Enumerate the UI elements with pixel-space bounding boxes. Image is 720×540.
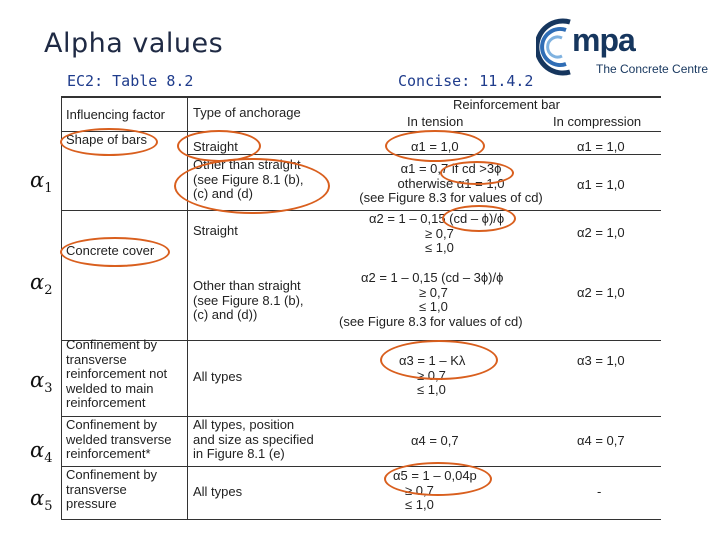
tension-alpha2-other: α2 = 1 – 0,15 (cd – 3ϕ)/ϕ ≥ 0,7 ≤ 1,0 (s… [339, 270, 523, 329]
concise-subtitle: Concise: 11.4.2 [398, 72, 534, 90]
slide-title: Alpha values [44, 28, 224, 59]
compression-alpha2-other: α2 = 1,0 [577, 285, 625, 300]
table-top-border [61, 96, 661, 98]
compression-alpha1-other: α1 = 1,0 [577, 177, 625, 192]
compression-alpha4: α4 = 0,7 [577, 433, 625, 448]
header-influencing-factor: Influencing factor [66, 107, 166, 122]
table-left-border [61, 96, 62, 520]
tension-alpha1-other: α1 = 0,7 if cd >3ϕ otherwise α1 = 1,0 (s… [359, 161, 543, 205]
tension-alpha1-straight: α1 = 1,0 [411, 139, 459, 154]
compression-alpha3: α3 = 1,0 [577, 353, 625, 368]
tension-alpha2-straight: α2 = 1 – 0,15 (cd – ϕ)/ϕ ≥ 0,7 ≤ 1,0 [369, 211, 505, 255]
header-divider [187, 131, 661, 132]
logo-wordmark: mpa [572, 22, 636, 58]
alpha-5-label: α5 [30, 486, 53, 515]
anchorage-straight-cover: Straight [193, 223, 238, 238]
header-type-of-anchorage: Type of anchorage [193, 105, 301, 120]
compression-alpha1-straight: α1 = 1,0 [577, 139, 625, 154]
compression-alpha2-straight: α2 = 1,0 [577, 225, 625, 240]
header-reinforcement-bar: Reinforcement bar [453, 97, 560, 112]
ec2-table-subtitle: EC2: Table 8.2 [67, 72, 194, 90]
factor-concrete-cover: Concrete cover [66, 243, 155, 258]
factor-confinement-welded: Confinement by welded transverse reinfor… [66, 417, 172, 461]
mpa-logo-icon [536, 18, 571, 76]
table-bottom-border [61, 519, 661, 520]
row-divider-welded [61, 416, 661, 417]
row-divider-straight [187, 154, 661, 155]
anchorage-all-types-confinement: All types [193, 369, 243, 384]
tension-alpha5: α5 = 1 – 0,04p ≥ 0,7 ≤ 1,0 [393, 468, 477, 512]
alpha-1-label: α1 [30, 168, 53, 197]
anchorage-all-types-welded: All types, position and size as specifie… [193, 417, 314, 461]
logo-tagline: The Concrete Centre [596, 62, 709, 76]
factor-confinement-not-welded: Confinement by transverse reinforcement … [66, 337, 168, 410]
row-divider-confinement [61, 340, 661, 341]
header-divider-left [61, 131, 187, 132]
alpha-3-label: α3 [30, 368, 53, 397]
header-in-compression: In compression [553, 114, 642, 129]
factor-transverse-pressure: Confinement by transverse pressure [66, 467, 158, 511]
compression-alpha5: - [597, 484, 602, 499]
anchorage-other-shape: Other than straight (see Figure 8.1 (b),… [193, 157, 304, 201]
row-divider-cover [187, 210, 661, 211]
alpha-values-table: Influencing factor Type of anchorage Rei… [61, 96, 661, 520]
column-divider-factor [187, 96, 188, 520]
alpha-2-label: α2 [30, 270, 53, 299]
anchorage-straight-shape: Straight [193, 139, 238, 154]
factor-shape-of-bars: Shape of bars [66, 132, 147, 147]
anchorage-other-cover: Other than straight (see Figure 8.1 (b),… [193, 278, 304, 322]
anchorage-all-types-pressure: All types [193, 484, 243, 499]
row-divider-pressure [61, 466, 661, 467]
alpha-4-label: α4 [30, 438, 53, 467]
tension-alpha4: α4 = 0,7 [411, 433, 459, 448]
header-in-tension: In tension [407, 114, 464, 129]
tension-alpha3: α3 = 1 – Kλ ≥ 0,7 ≤ 1,0 [399, 353, 466, 397]
row-divider-shape [61, 210, 187, 211]
